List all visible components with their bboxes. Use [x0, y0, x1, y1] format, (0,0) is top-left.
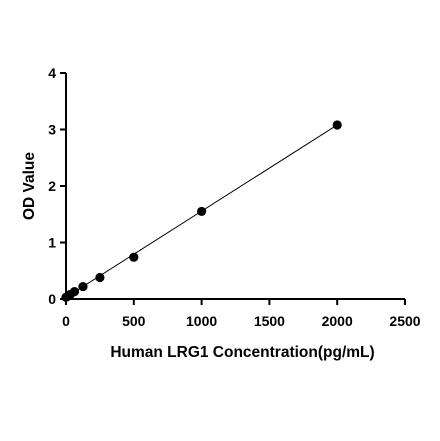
x-tick-label: 2000: [322, 313, 353, 329]
x-axis-title: Human LRG1 Concentration(pg/mL): [110, 344, 374, 361]
x-tick-label: 500: [122, 313, 146, 329]
data-point: [332, 120, 342, 130]
data-point: [95, 272, 105, 283]
y-tick-label: 4: [48, 65, 56, 81]
data-points: [61, 120, 342, 302]
data-point: [129, 252, 139, 262]
data-point: [197, 206, 207, 217]
data-point: [69, 287, 80, 297]
x-tick-label: 2500: [389, 313, 420, 329]
data-point: [78, 281, 88, 292]
y-tick-label: 2: [48, 178, 56, 194]
y-axis-ticks: 0 1 2 3 4: [48, 65, 66, 307]
y-axis-title: OD Value: [21, 152, 38, 220]
x-tick-label: 1000: [186, 313, 217, 329]
x-tick-label: 1500: [254, 313, 285, 329]
x-axis-ticks: 0 500 1000 1500 2000 2500: [62, 299, 421, 329]
x-tick-label: 0: [62, 313, 70, 329]
y-tick-label: 1: [48, 235, 56, 251]
y-tick-label: 0: [48, 291, 56, 307]
y-tick-label: 3: [48, 122, 56, 138]
